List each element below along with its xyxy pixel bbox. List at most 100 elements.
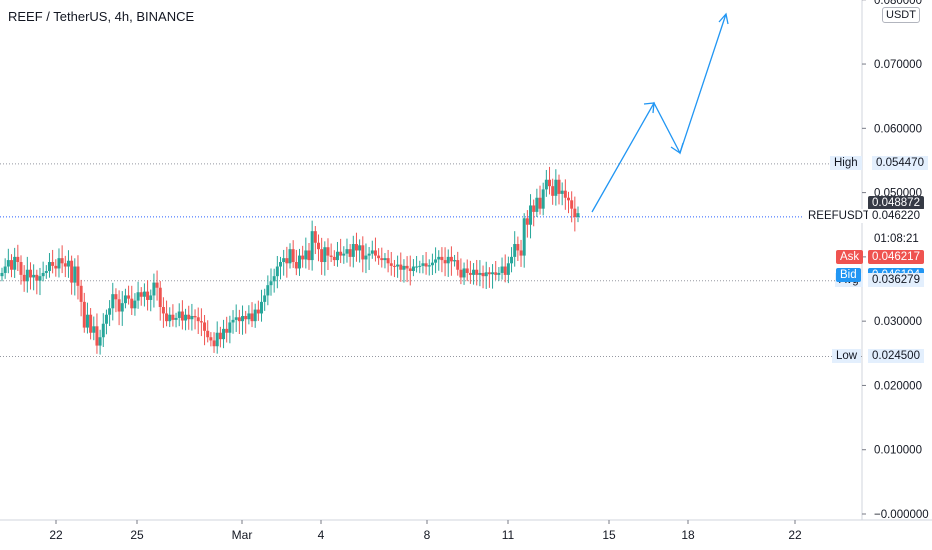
candle: [171, 314, 175, 320]
candle: [548, 179, 552, 187]
candle: [32, 274, 36, 278]
candle: [225, 328, 229, 333]
candle: [339, 251, 343, 256]
candle: [212, 340, 216, 347]
candle: [304, 250, 308, 260]
currency-selector[interactable]: USDT: [882, 7, 920, 23]
candle: [377, 255, 381, 259]
candle: [421, 263, 425, 266]
low-value: 0.024500: [868, 348, 924, 363]
candle: [206, 330, 210, 338]
candle: [282, 258, 286, 263]
avg-value: 0.036279: [868, 272, 924, 287]
y-tick-label: 0.060000: [874, 123, 922, 135]
candle: [130, 298, 134, 309]
candle: [199, 321, 203, 323]
candle: [35, 274, 39, 281]
candle: [218, 332, 222, 340]
candle: [443, 260, 447, 264]
candle: [367, 253, 371, 256]
candle: [516, 244, 520, 251]
candle: [392, 265, 396, 267]
candle: [139, 292, 143, 297]
candle: [111, 294, 115, 309]
candle: [104, 314, 108, 324]
candle: [114, 294, 118, 300]
candle: [383, 258, 387, 261]
candle: [174, 317, 178, 320]
candle: [187, 314, 191, 320]
candle: [345, 249, 349, 254]
x-tick-label: Mar: [232, 528, 253, 542]
candle: [196, 317, 200, 322]
candle: [415, 266, 419, 268]
candle: [475, 269, 479, 275]
candle: [117, 299, 121, 312]
candle: [535, 197, 539, 212]
x-tick-label: 22: [788, 528, 802, 542]
candle: [241, 316, 245, 322]
candle: [54, 265, 58, 269]
candle: [16, 256, 20, 263]
y-tick-label: 0.080000: [874, 0, 922, 7]
candle: [484, 272, 488, 277]
candle: [332, 256, 336, 261]
candle: [215, 332, 219, 347]
candle: [82, 301, 86, 328]
candle: [92, 326, 96, 333]
candle: [60, 258, 64, 264]
candle: [510, 256, 514, 264]
candle: [567, 197, 571, 201]
candle: [76, 266, 80, 286]
candle: [487, 272, 491, 275]
candle: [89, 314, 93, 333]
candle: [418, 265, 422, 267]
candle: [364, 255, 368, 260]
candle: [44, 271, 48, 273]
candle: [266, 285, 270, 296]
candle: [247, 313, 251, 320]
candle: [570, 200, 574, 209]
high-value: 0.054470: [872, 155, 928, 170]
candle: [203, 322, 207, 331]
candle: [465, 268, 469, 273]
y-tick-label: 0.020000: [874, 380, 922, 392]
candle: [427, 265, 431, 267]
candle: [70, 260, 74, 283]
candle: [63, 263, 67, 267]
candle: [260, 301, 264, 314]
candle: [405, 265, 409, 269]
candle: [120, 303, 124, 312]
candle: [573, 208, 577, 218]
candle: [497, 272, 501, 275]
candle: [557, 179, 561, 194]
candle: [3, 266, 7, 273]
x-tick-label: 15: [602, 528, 616, 542]
x-tick-label: 11: [502, 528, 515, 542]
candle: [532, 205, 536, 212]
candle: [380, 258, 384, 261]
candle: [231, 319, 235, 323]
candle: [386, 258, 390, 264]
ask-label: Ask: [836, 250, 864, 264]
projection-arrowhead: [643, 102, 655, 114]
x-tick-label: 25: [130, 528, 144, 542]
candle: [544, 179, 548, 190]
candle: [256, 309, 260, 314]
candle: [348, 249, 352, 257]
candle: [576, 213, 580, 218]
candle: [19, 262, 23, 275]
candle: [389, 263, 393, 266]
candle: [288, 249, 292, 264]
candle: [73, 266, 77, 283]
candle: [168, 314, 172, 322]
candle: [506, 263, 510, 275]
candle: [263, 295, 267, 302]
candle: [500, 266, 504, 273]
candle: [272, 276, 276, 282]
candle: [354, 244, 358, 251]
candle: [47, 262, 51, 272]
candle: [149, 295, 153, 300]
candle: [66, 260, 70, 267]
